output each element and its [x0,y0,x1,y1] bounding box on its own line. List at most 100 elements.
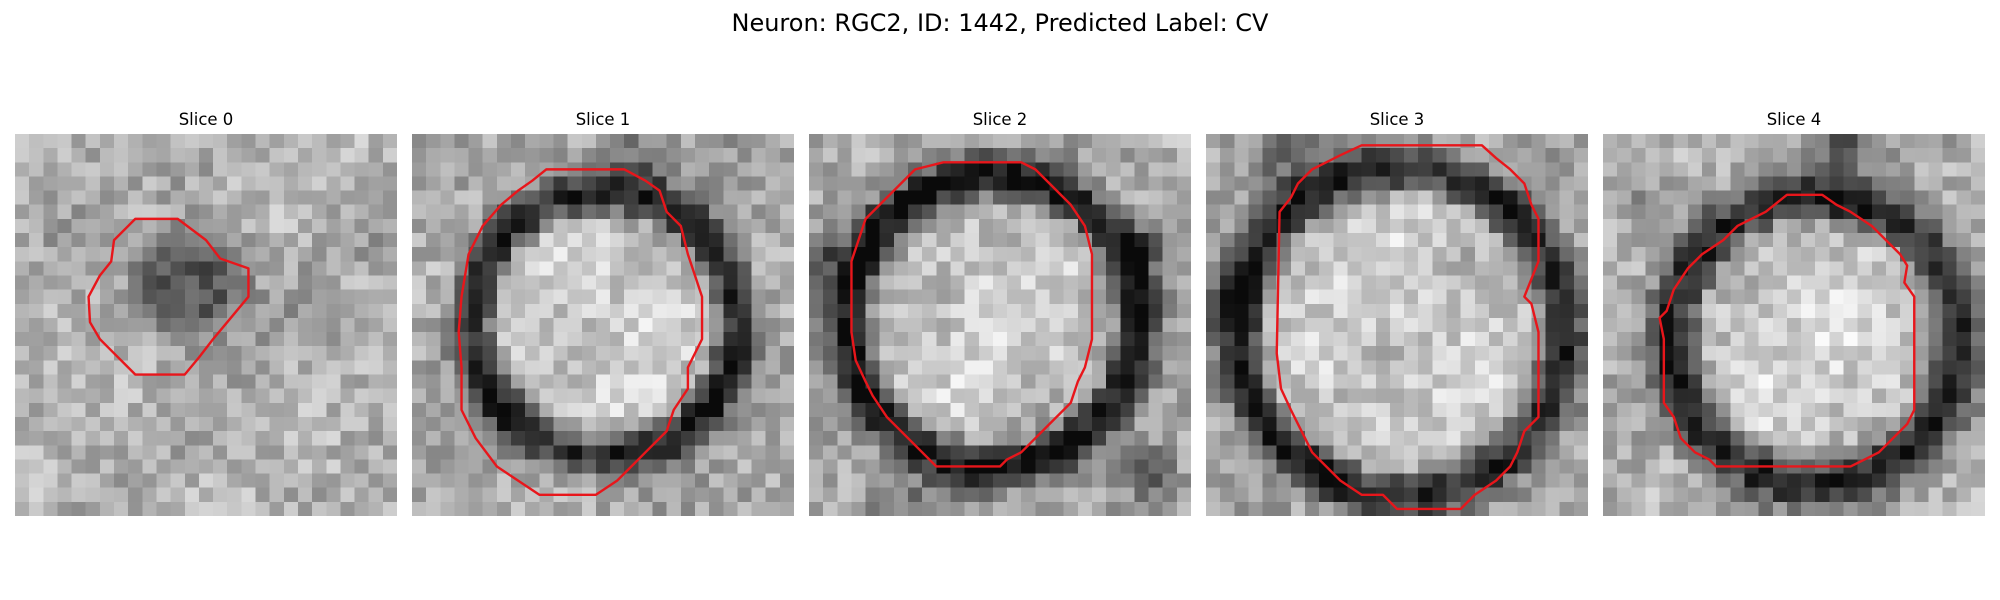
pixel [71,360,87,375]
pixel [1716,346,1731,361]
pixel [851,261,866,276]
pixel-grid [809,134,1191,516]
pixel [581,261,597,276]
pixel [638,360,653,375]
pixel [595,204,611,220]
pixel [652,487,667,503]
pixel [610,218,625,234]
pixel [1077,416,1093,432]
pixel [1716,303,1731,319]
pixel [1673,190,1689,206]
pixel-grid [1603,134,1985,516]
pixel [468,303,484,319]
pixel [525,218,540,234]
pixel [1956,289,1972,305]
pixel [694,247,710,262]
pixel [978,190,994,206]
pixel [340,289,355,305]
pixel [142,346,157,361]
pixel [241,445,256,460]
pixel [723,218,738,234]
pixel [1206,402,1221,418]
pixel [1631,247,1646,262]
pixel [1290,487,1306,503]
pixel [142,445,157,460]
pixel [496,275,512,290]
pixel [156,501,171,516]
pixel [241,473,256,488]
pixel [382,303,397,319]
pixel [680,346,696,361]
pixel [99,473,115,488]
pixel [1786,487,1802,503]
pixel [1871,487,1887,503]
pixel [1460,176,1476,191]
pixel [553,233,568,248]
pixel [482,289,498,305]
pixel [737,275,752,290]
pixel [950,473,965,488]
pixel [1687,431,1703,446]
pixel [1645,261,1660,276]
pixel [737,190,752,206]
pixel [1673,374,1689,389]
pixel [610,445,625,460]
pixel [1404,459,1419,474]
pixel [1333,261,1348,276]
pixel [751,303,766,319]
pixel [1843,473,1858,488]
pixel [539,459,554,474]
pixel [950,204,965,220]
pixel [440,445,455,460]
pixel [1716,374,1731,389]
pixel [128,487,143,503]
pixel [1687,190,1703,206]
pixel [709,218,724,234]
pixel [1545,190,1560,206]
pixel [1120,346,1135,361]
pixel [1871,275,1887,290]
pixel [15,445,30,460]
pixel [1744,388,1759,404]
pixel [426,459,441,474]
pixel [99,190,115,206]
pixel [837,303,852,319]
pixel [326,332,341,347]
pixel [1347,501,1362,516]
pixel [170,346,186,361]
pixel [1333,487,1348,503]
slice-image-2 [809,134,1191,516]
pixel [426,388,441,404]
pixel [851,416,866,432]
pixel [610,204,625,220]
pixel [1900,190,1915,206]
pixel [1106,261,1121,276]
pixel [1573,360,1588,375]
pixel [1659,487,1675,503]
pixel [865,176,881,191]
pixel [1162,388,1178,404]
pixel [1333,402,1348,418]
pixel [1857,487,1873,503]
pixel [964,346,980,361]
pixel [1007,162,1022,177]
pixel [779,247,794,262]
pixel [581,303,597,319]
pixel [1503,487,1518,503]
pixel [751,402,766,418]
pixel [595,247,611,262]
pixel [525,317,540,333]
pixel [156,176,171,191]
pixel [922,416,937,432]
pixel [312,416,327,432]
pixel [1106,134,1121,149]
pixel [837,416,852,432]
pixel [1772,261,1788,276]
pixel [368,261,384,276]
pixel [43,402,58,418]
pixel [652,332,667,347]
pixel [1786,247,1802,262]
pixel [1077,176,1093,191]
pixel [213,218,228,234]
pixel [567,134,583,149]
